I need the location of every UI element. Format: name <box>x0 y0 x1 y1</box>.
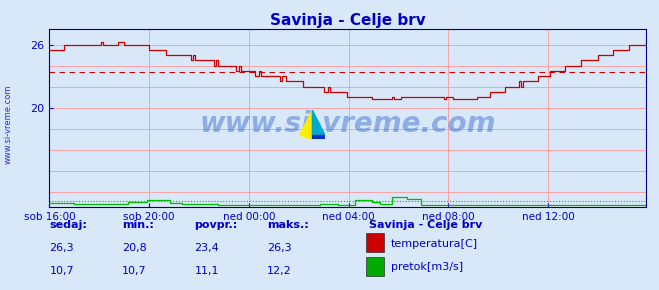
Text: 23,4: 23,4 <box>194 243 219 253</box>
Text: www.si-vreme.com: www.si-vreme.com <box>200 110 496 137</box>
Text: 10,7: 10,7 <box>122 266 146 276</box>
Polygon shape <box>312 110 325 135</box>
Text: sedaj:: sedaj: <box>49 220 87 230</box>
Text: pretok[m3/s]: pretok[m3/s] <box>391 262 463 272</box>
Polygon shape <box>312 135 325 139</box>
Text: min.:: min.: <box>122 220 154 230</box>
Text: 20,8: 20,8 <box>122 243 147 253</box>
Polygon shape <box>300 110 312 135</box>
Text: povpr.:: povpr.: <box>194 220 238 230</box>
Text: 26,3: 26,3 <box>267 243 291 253</box>
Polygon shape <box>300 135 312 139</box>
Text: www.si-vreme.com: www.si-vreme.com <box>3 85 13 164</box>
Title: Savinja - Celje brv: Savinja - Celje brv <box>270 13 426 28</box>
Text: 26,3: 26,3 <box>49 243 74 253</box>
Text: 12,2: 12,2 <box>267 266 292 276</box>
Text: 11,1: 11,1 <box>194 266 219 276</box>
Text: Savinja - Celje brv: Savinja - Celje brv <box>369 220 482 230</box>
Text: maks.:: maks.: <box>267 220 308 230</box>
Text: 10,7: 10,7 <box>49 266 74 276</box>
Text: temperatura[C]: temperatura[C] <box>391 239 478 249</box>
